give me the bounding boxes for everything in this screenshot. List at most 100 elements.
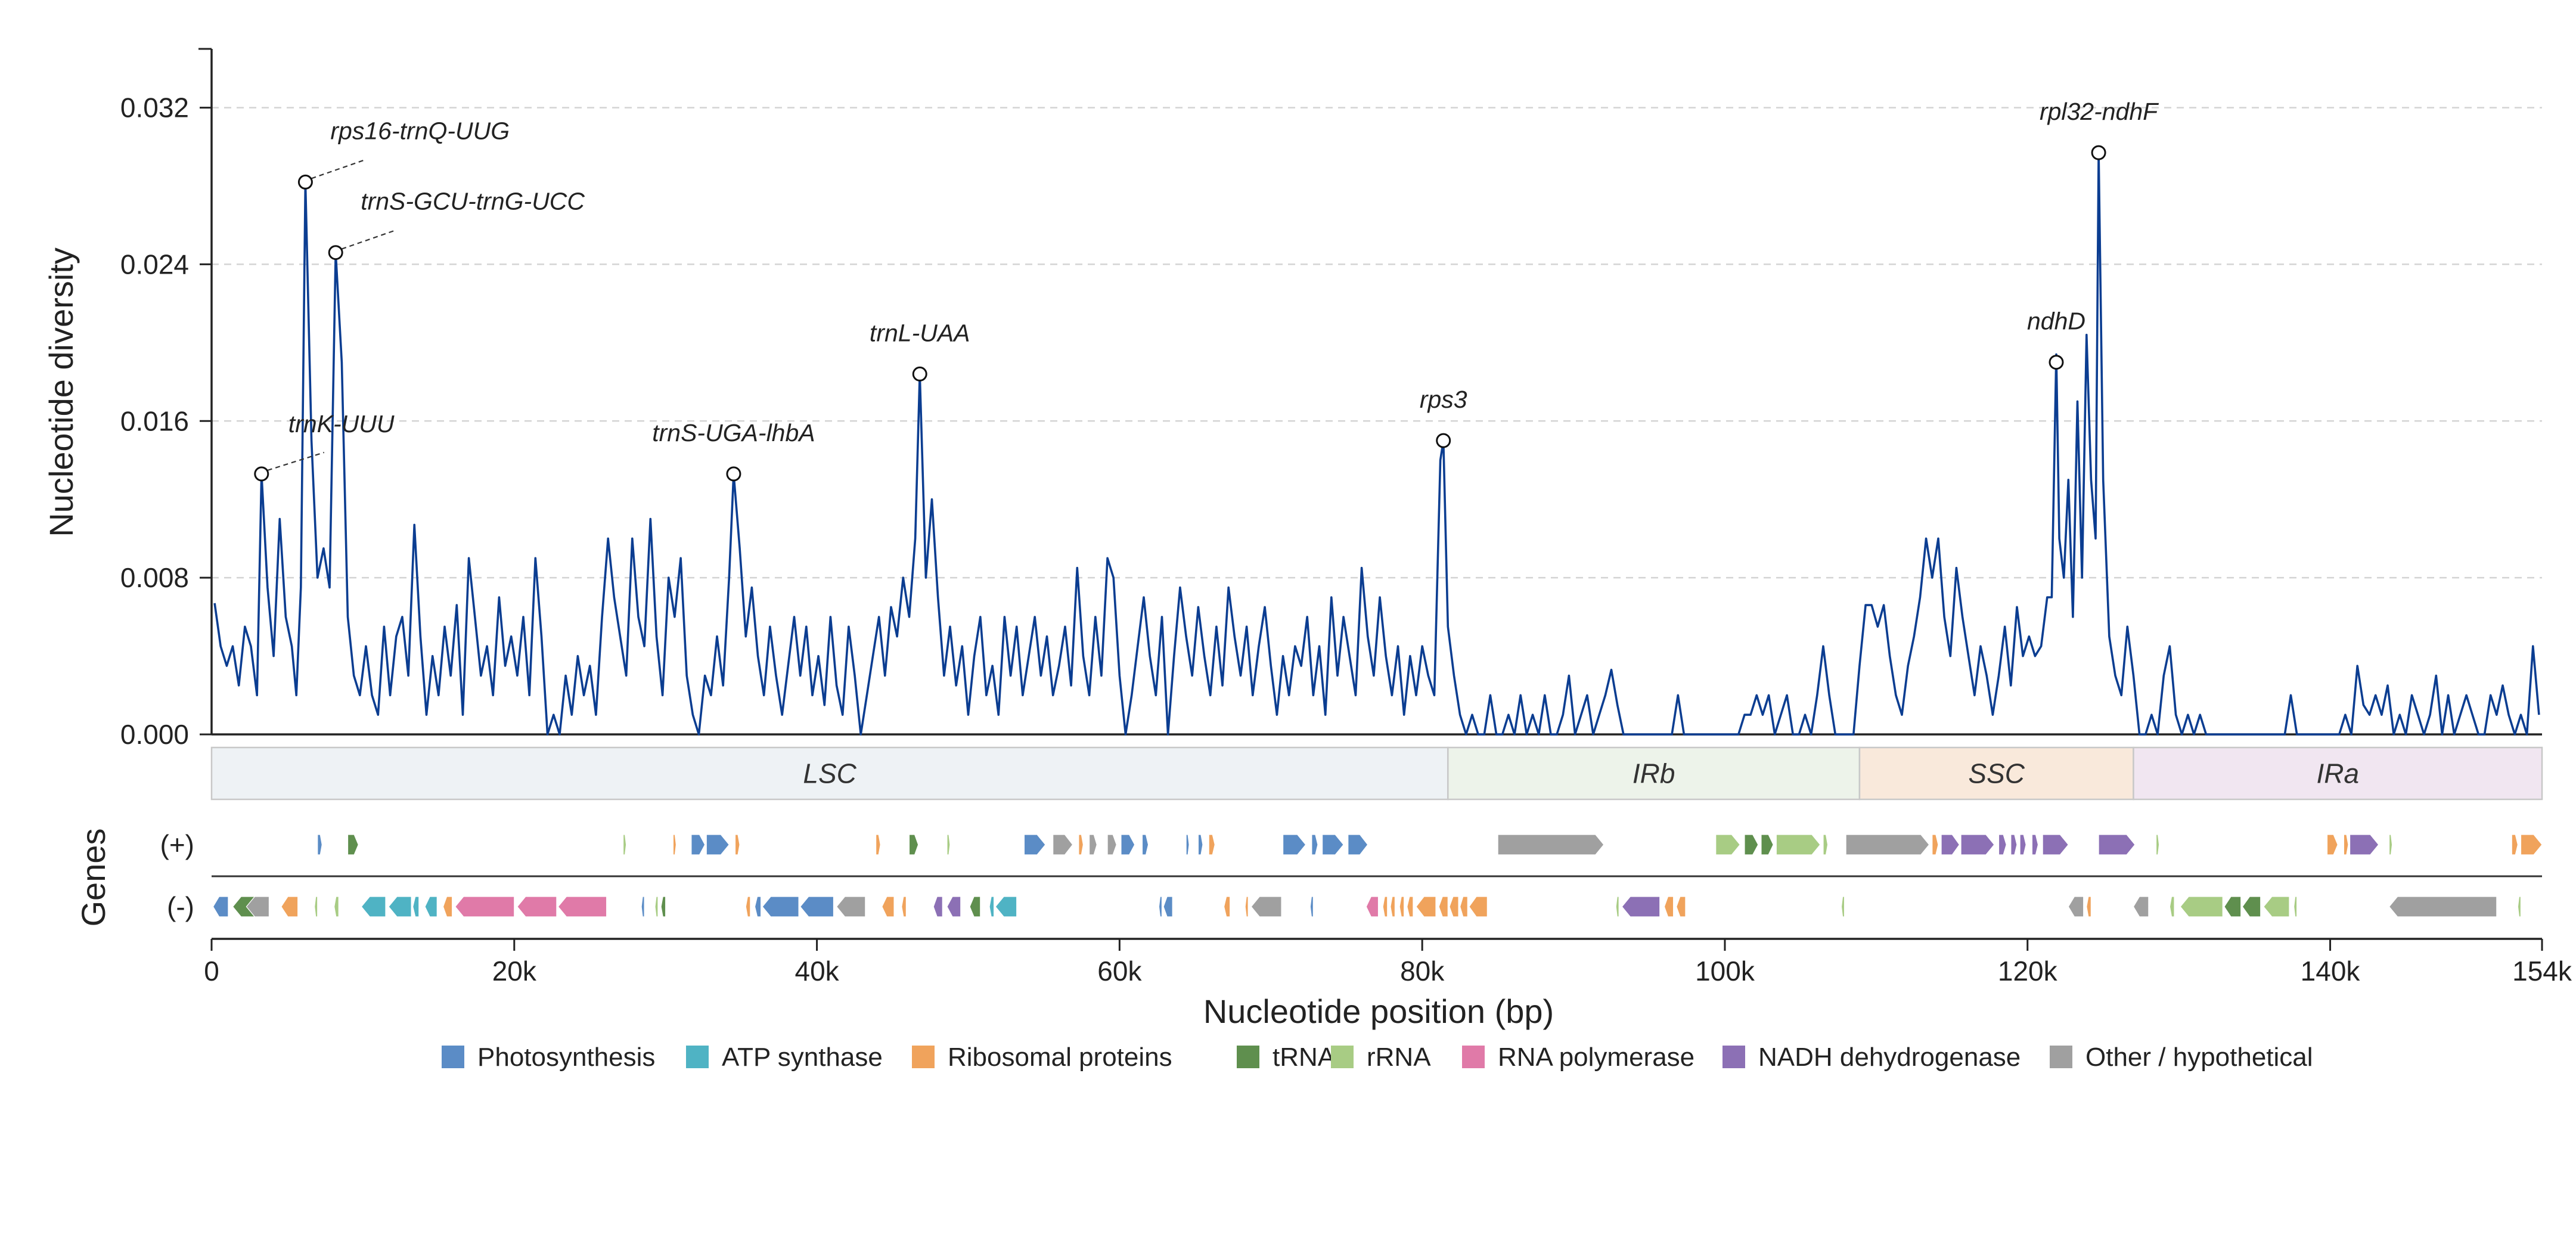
- y-tick-label: 0.016: [120, 405, 189, 436]
- y-tick-label: 0.024: [120, 249, 189, 280]
- gene-arrow: [1438, 896, 1448, 917]
- gene-arrow: [2133, 896, 2149, 917]
- legend-label: Photosynthesis: [477, 1043, 655, 1072]
- annotation-label: trnS-UGA-lhbA: [652, 419, 815, 446]
- legend-swatch: [442, 1046, 464, 1068]
- gene-arrow: [641, 896, 645, 917]
- gene-arrow: [660, 896, 666, 917]
- gene-arrow: [2155, 834, 2160, 855]
- legend-swatch: [1462, 1046, 1485, 1068]
- gene-arrow: [2042, 834, 2069, 855]
- annotation-leader: [341, 229, 397, 250]
- region-band: [1447, 746, 1861, 801]
- gene-arrow: [2242, 896, 2261, 917]
- gene-arrow: [2068, 896, 2084, 917]
- legend-swatch: [686, 1046, 709, 1068]
- annotation-label: rpl32-ndhF: [2040, 98, 2159, 125]
- gene-arrow: [1841, 896, 1845, 917]
- y-tick-label: 0.008: [120, 562, 189, 593]
- x-tick-label: 60k: [1097, 956, 1142, 987]
- gene-arrow: [876, 834, 881, 855]
- gene-arrow: [946, 834, 951, 855]
- diversity-line: [213, 151, 2540, 736]
- gene-arrow: [1078, 834, 1084, 855]
- legend-label: rRNA: [1367, 1043, 1431, 1072]
- diversity-series: [213, 151, 2540, 736]
- x-tick-label: 140k: [2301, 956, 2361, 987]
- gene-arrow: [1449, 896, 1459, 917]
- gene-arrow: [212, 896, 229, 917]
- gene-arrow: [2520, 834, 2543, 855]
- x-axis-title: Nucleotide position (bp): [1203, 993, 1554, 1030]
- gene-arrow: [2263, 896, 2290, 917]
- peak-marker: [328, 245, 343, 260]
- gene-arrow: [2517, 896, 2522, 917]
- grid-lines: [212, 107, 2542, 579]
- gene-arrow: [969, 896, 981, 917]
- gene-arrow: [1382, 896, 1388, 917]
- gene-arrow: [361, 896, 386, 917]
- gene-arrow: [2388, 896, 2497, 917]
- gene-arrow: [388, 896, 412, 917]
- gene-arrow: [2086, 896, 2091, 917]
- gene-arrow: [2180, 896, 2223, 917]
- gene-arrow: [2019, 834, 2026, 855]
- gene-arrow: [1941, 834, 1960, 855]
- gene-arrow: [836, 896, 866, 917]
- gene-arrow: [1390, 896, 1396, 917]
- gene-arrow: [1023, 834, 1046, 855]
- gene-arrow: [1244, 896, 1249, 917]
- gene-arrow: [1497, 834, 1604, 855]
- gene-arrow: [1416, 896, 1436, 917]
- gene-arrow: [314, 896, 318, 917]
- region-band: [1858, 746, 2134, 801]
- legend-swatch: [912, 1046, 935, 1068]
- gene-arrow: [1715, 834, 1741, 855]
- gene-arrow: [1407, 896, 1414, 917]
- gene-arrow: [2293, 896, 2298, 917]
- gene-arrow: [1998, 834, 2007, 855]
- annotation-leader: [267, 451, 325, 472]
- gene-arrow: [1348, 834, 1368, 855]
- peak-marker: [726, 466, 741, 482]
- x-tick-label: 120k: [1998, 956, 2058, 987]
- peak-marker: [254, 466, 269, 482]
- genes-track-title: Genes: [75, 829, 112, 927]
- region-label: IRb: [1632, 758, 1675, 789]
- legend-swatch: [1237, 1046, 1259, 1068]
- y-tick-label: 0.000: [120, 719, 189, 750]
- gene-arrow: [2224, 896, 2242, 917]
- x-tick-label: 0: [204, 956, 219, 987]
- annotation-leader: [311, 159, 367, 179]
- gene-arrow: [2098, 834, 2136, 855]
- gene-arrow: [2349, 834, 2379, 855]
- gene-arrow: [762, 896, 799, 917]
- gene-arrow: [1250, 896, 1282, 917]
- gene-arrow: [317, 834, 322, 855]
- gene-arrow: [1960, 834, 1995, 855]
- peak-annotations: trnK-UUU rps16-trnQ-UUG trnS-GCU-trnG-UCC t…: [254, 98, 2159, 482]
- y-tick-label: 0.032: [120, 92, 189, 123]
- gene-arrow: [1932, 834, 1939, 855]
- gene-arrow: [1365, 896, 1379, 917]
- gene-arrow: [745, 896, 751, 917]
- gene-arrow: [1208, 834, 1215, 855]
- gene-arrow: [412, 896, 420, 917]
- gene-arrow: [1053, 834, 1073, 855]
- gene-arrow: [1621, 896, 1661, 917]
- gene-arrow: [1088, 834, 1097, 855]
- gene-arrow: [1663, 896, 1674, 917]
- gene-arrow: [281, 896, 299, 917]
- legend-label: RNA polymerase: [1498, 1043, 1694, 1072]
- gene-arrow: [424, 896, 437, 917]
- annotation-label: ndhD: [2027, 308, 2085, 335]
- legend-label: tRNA: [1273, 1043, 1336, 1072]
- gene-arrow: [2388, 834, 2393, 855]
- peak-marker: [297, 174, 313, 190]
- gene-arrow: [1309, 896, 1314, 917]
- gene-tracks: (+) (-): [160, 829, 2543, 922]
- gene-arrow: [908, 834, 919, 855]
- gene-arrow: [734, 834, 740, 855]
- gene-arrow: [901, 896, 907, 917]
